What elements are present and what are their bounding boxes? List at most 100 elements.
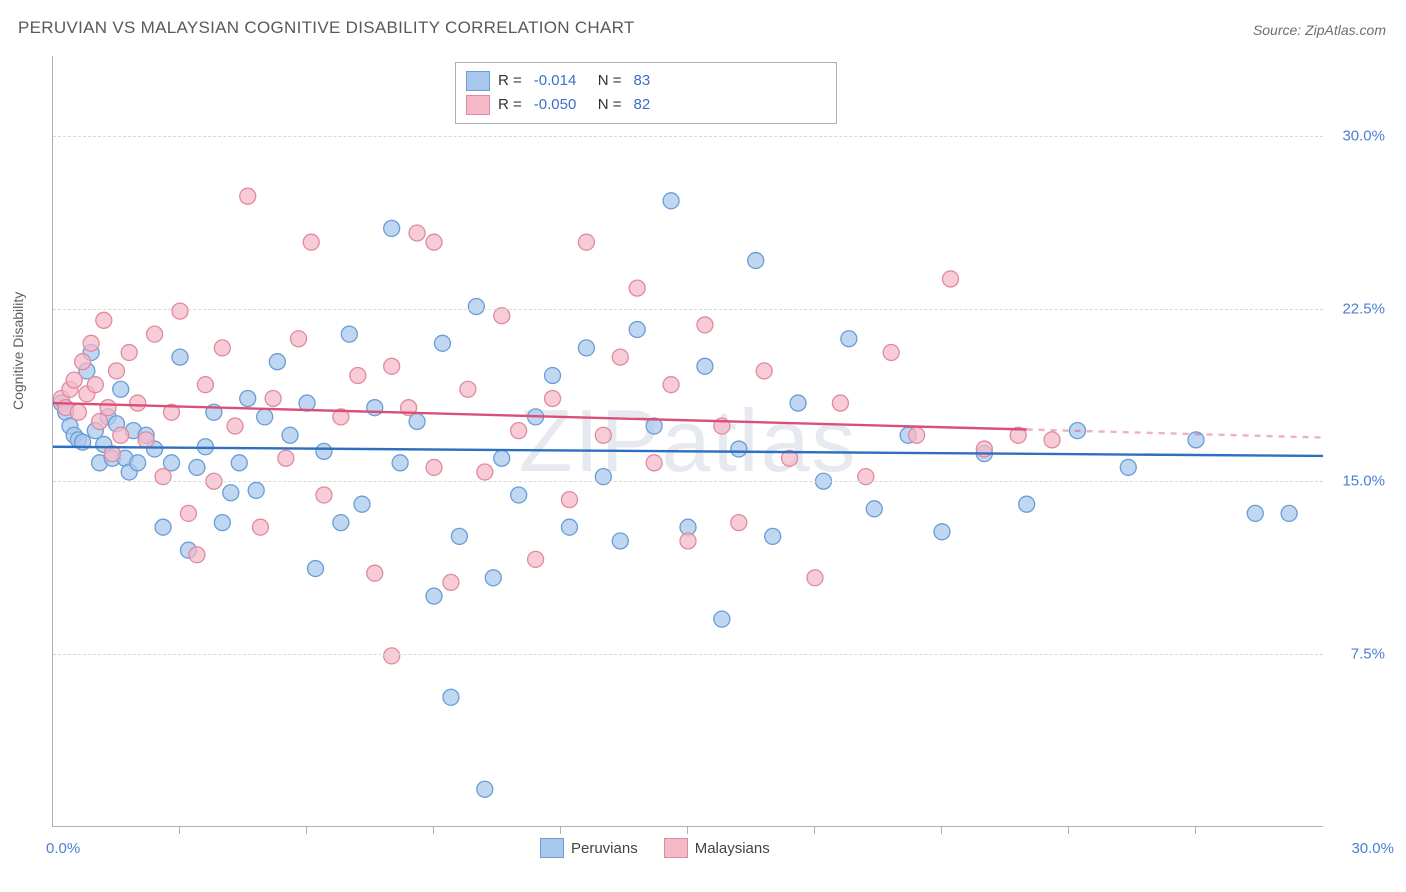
- point-peruvians: [434, 335, 450, 351]
- point-malaysians: [87, 377, 103, 393]
- point-malaysians: [180, 505, 196, 521]
- point-peruvians: [663, 193, 679, 209]
- point-malaysians: [578, 234, 594, 250]
- point-malaysians: [426, 459, 442, 475]
- point-malaysians: [426, 234, 442, 250]
- point-peruvians: [392, 455, 408, 471]
- point-peruvians: [790, 395, 806, 411]
- x-tick: [814, 826, 815, 834]
- y-tick-label: 7.5%: [1329, 645, 1385, 662]
- point-peruvians: [511, 487, 527, 503]
- point-malaysians: [832, 395, 848, 411]
- y-axis-title: Cognitive Disability: [10, 292, 26, 410]
- point-malaysians: [528, 551, 544, 567]
- swatch-peruvians: [466, 71, 490, 91]
- gridline-y: [53, 309, 1323, 310]
- point-peruvians: [164, 455, 180, 471]
- point-peruvians: [468, 299, 484, 315]
- point-peruvians: [409, 413, 425, 429]
- point-peruvians: [1120, 459, 1136, 475]
- point-malaysians: [172, 303, 188, 319]
- point-malaysians: [883, 345, 899, 361]
- point-malaysians: [350, 367, 366, 383]
- point-peruvians: [333, 515, 349, 531]
- point-peruvians: [545, 367, 561, 383]
- point-peruvians: [130, 455, 146, 471]
- point-peruvians: [714, 611, 730, 627]
- point-malaysians: [189, 547, 205, 563]
- point-peruvians: [172, 349, 188, 365]
- point-peruvians: [612, 533, 628, 549]
- stats-row-peruvians: R = -0.014 N = 83: [466, 69, 826, 93]
- source-attribution: Source: ZipAtlas.com: [1253, 22, 1386, 38]
- point-peruvians: [341, 326, 357, 342]
- point-malaysians: [545, 390, 561, 406]
- point-malaysians: [316, 487, 332, 503]
- point-malaysians: [612, 349, 628, 365]
- trendline-peruvians: [53, 447, 1323, 456]
- point-peruvians: [866, 501, 882, 517]
- point-peruvians: [367, 400, 383, 416]
- point-malaysians: [265, 390, 281, 406]
- point-malaysians: [70, 404, 86, 420]
- point-peruvians: [477, 781, 493, 797]
- point-malaysians: [807, 570, 823, 586]
- point-malaysians: [1044, 432, 1060, 448]
- point-peruvians: [384, 220, 400, 236]
- point-malaysians: [130, 395, 146, 411]
- n-value-peruvians: 83: [634, 69, 686, 93]
- gridline-y: [53, 481, 1323, 482]
- point-malaysians: [858, 469, 874, 485]
- point-malaysians: [303, 234, 319, 250]
- x-tick: [179, 826, 180, 834]
- point-peruvians: [629, 322, 645, 338]
- point-peruvians: [282, 427, 298, 443]
- point-malaysians: [494, 308, 510, 324]
- point-peruvians: [731, 441, 747, 457]
- point-malaysians: [240, 188, 256, 204]
- point-malaysians: [477, 464, 493, 480]
- point-peruvians: [214, 515, 230, 531]
- x-axis-end-label: 30.0%: [1351, 840, 1394, 857]
- plot-area: ZIPatlas 7.5%15.0%22.5%30.0%: [52, 56, 1323, 827]
- r-label: R =: [498, 69, 522, 93]
- point-peruvians: [354, 496, 370, 512]
- point-peruvians: [595, 469, 611, 485]
- r-label: R =: [498, 93, 522, 117]
- n-label: N =: [598, 69, 622, 93]
- y-tick-label: 30.0%: [1329, 128, 1385, 145]
- point-peruvians: [1019, 496, 1035, 512]
- x-tick: [941, 826, 942, 834]
- scatter-svg: [53, 56, 1323, 826]
- point-malaysians: [121, 345, 137, 361]
- y-tick-label: 15.0%: [1329, 473, 1385, 490]
- point-malaysians: [756, 363, 772, 379]
- point-peruvians: [257, 409, 273, 425]
- point-malaysians: [291, 331, 307, 347]
- point-malaysians: [367, 565, 383, 581]
- point-peruvians: [1247, 505, 1263, 521]
- point-peruvians: [113, 381, 129, 397]
- gridline-y: [53, 136, 1323, 137]
- stats-legend: R = -0.014 N = 83 R = -0.050 N = 82: [455, 62, 837, 124]
- point-peruvians: [451, 528, 467, 544]
- point-peruvians: [316, 443, 332, 459]
- r-value-malaysians: -0.050: [534, 93, 586, 117]
- point-peruvians: [155, 519, 171, 535]
- r-value-peruvians: -0.014: [534, 69, 586, 93]
- point-peruvians: [240, 390, 256, 406]
- point-malaysians: [92, 413, 108, 429]
- point-peruvians: [494, 450, 510, 466]
- point-malaysians: [100, 400, 116, 416]
- point-malaysians: [214, 340, 230, 356]
- point-malaysians: [109, 363, 125, 379]
- point-malaysians: [697, 317, 713, 333]
- swatch-malaysians: [466, 95, 490, 115]
- point-malaysians: [443, 574, 459, 590]
- x-tick: [1195, 826, 1196, 834]
- point-malaysians: [629, 280, 645, 296]
- point-peruvians: [561, 519, 577, 535]
- trendline-malaysians: [53, 403, 1027, 429]
- point-peruvians: [269, 354, 285, 370]
- point-malaysians: [511, 423, 527, 439]
